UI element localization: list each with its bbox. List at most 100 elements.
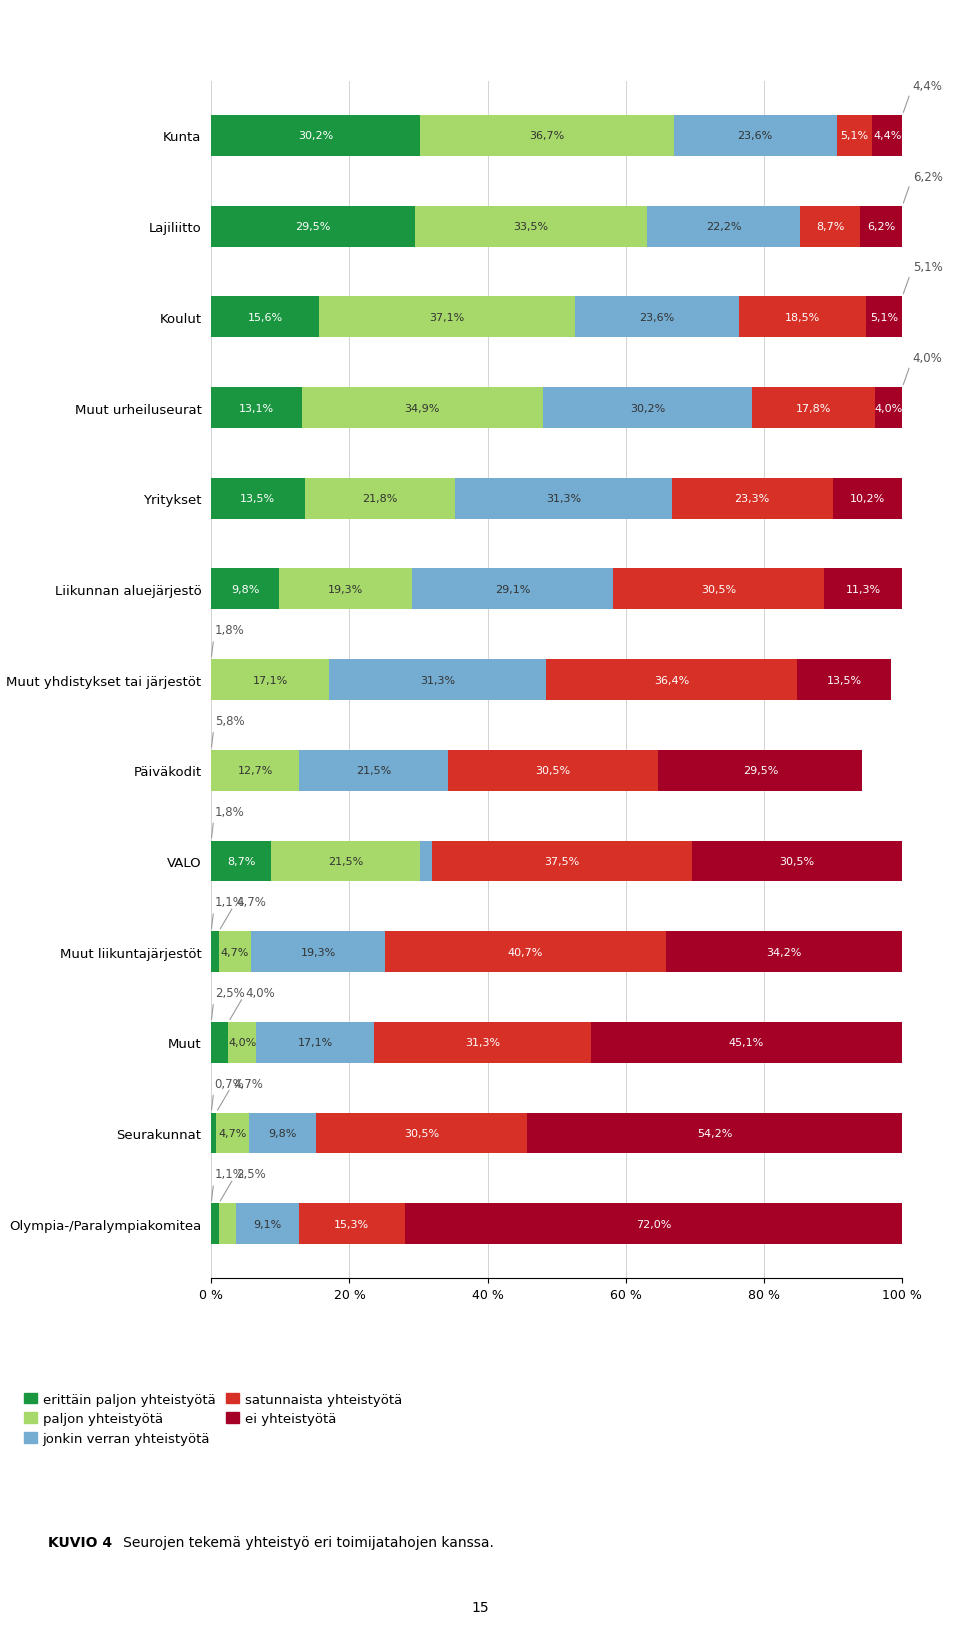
Text: 4,4%: 4,4% xyxy=(873,131,901,141)
Text: 4,7%: 4,7% xyxy=(218,1128,247,1139)
Text: 5,1%: 5,1% xyxy=(870,313,899,323)
Text: 2,5%: 2,5% xyxy=(211,987,245,1019)
Text: 4,0%: 4,0% xyxy=(875,403,902,413)
Bar xyxy=(672,479,832,520)
Text: 2,5%: 2,5% xyxy=(220,1167,266,1201)
Bar xyxy=(211,751,299,792)
Bar xyxy=(860,207,903,247)
Text: 15,3%: 15,3% xyxy=(334,1219,370,1229)
Bar xyxy=(674,116,837,157)
Bar xyxy=(867,297,901,338)
Bar xyxy=(647,207,800,247)
Bar xyxy=(455,479,672,520)
Bar xyxy=(211,931,219,972)
Bar xyxy=(738,297,867,338)
Bar xyxy=(216,1113,249,1154)
Text: 29,5%: 29,5% xyxy=(743,765,778,775)
Bar xyxy=(256,1023,374,1064)
Text: 17,1%: 17,1% xyxy=(252,675,288,685)
Text: 1,1%: 1,1% xyxy=(211,897,245,929)
Text: Seurojen tekemä yhteistyö eri toimijatahojen kanssa.: Seurojen tekemä yhteistyö eri toimijatah… xyxy=(110,1534,494,1549)
Text: 1,1%: 1,1% xyxy=(211,1167,245,1201)
Text: 30,5%: 30,5% xyxy=(404,1128,440,1139)
Text: 5,1%: 5,1% xyxy=(840,131,869,141)
Text: 33,5%: 33,5% xyxy=(514,221,548,233)
Text: 1,8%: 1,8% xyxy=(211,624,245,657)
Text: 8,7%: 8,7% xyxy=(228,857,255,867)
Bar xyxy=(659,751,862,792)
Bar xyxy=(211,841,272,882)
Text: 22,2%: 22,2% xyxy=(706,221,741,233)
Text: 37,1%: 37,1% xyxy=(430,313,465,323)
Text: 4,0%: 4,0% xyxy=(229,987,276,1019)
Text: 34,9%: 34,9% xyxy=(405,403,440,413)
Bar xyxy=(211,1023,228,1064)
Text: 23,3%: 23,3% xyxy=(734,493,770,503)
Bar xyxy=(236,1203,299,1244)
Bar xyxy=(875,388,902,429)
Text: 4,7%: 4,7% xyxy=(218,1077,263,1111)
Bar xyxy=(316,1113,527,1154)
Text: 15: 15 xyxy=(471,1600,489,1614)
Bar xyxy=(304,479,455,520)
Bar xyxy=(211,116,420,157)
Bar xyxy=(319,297,575,338)
Bar xyxy=(211,661,329,700)
Bar xyxy=(385,931,666,972)
Text: 6,2%: 6,2% xyxy=(903,170,943,203)
Bar xyxy=(211,479,304,520)
Text: 1,8%: 1,8% xyxy=(211,805,245,838)
Bar xyxy=(211,1203,219,1244)
Text: 19,3%: 19,3% xyxy=(328,585,363,595)
Bar xyxy=(420,841,432,882)
Text: 17,1%: 17,1% xyxy=(298,1037,333,1047)
Bar xyxy=(211,1113,216,1154)
Legend: erittäin paljon yhteistyötä, paljon yhteistyötä, jonkin verran yhteistyötä, satu: erittäin paljon yhteistyötä, paljon yhte… xyxy=(24,1393,402,1446)
Text: 30,5%: 30,5% xyxy=(536,765,570,775)
Text: 29,5%: 29,5% xyxy=(296,221,331,233)
Bar xyxy=(420,116,674,157)
Text: 29,1%: 29,1% xyxy=(495,585,531,595)
Text: 13,1%: 13,1% xyxy=(239,403,274,413)
Text: 36,4%: 36,4% xyxy=(654,675,689,685)
Text: 15,6%: 15,6% xyxy=(248,313,282,323)
Text: KUVIO 4: KUVIO 4 xyxy=(48,1534,112,1549)
Text: 4,7%: 4,7% xyxy=(221,947,250,957)
Bar xyxy=(279,569,413,610)
Text: 30,5%: 30,5% xyxy=(780,857,814,867)
Text: 23,6%: 23,6% xyxy=(737,131,773,141)
Bar xyxy=(691,841,902,882)
Text: 31,3%: 31,3% xyxy=(546,493,581,503)
Bar xyxy=(272,841,420,882)
Bar xyxy=(447,751,659,792)
Bar xyxy=(219,1203,236,1244)
Bar xyxy=(374,1023,590,1064)
Text: 21,5%: 21,5% xyxy=(355,765,391,775)
Text: 21,8%: 21,8% xyxy=(362,493,397,503)
Bar xyxy=(211,388,301,429)
Text: 0,7%: 0,7% xyxy=(211,1077,245,1110)
Bar xyxy=(415,207,647,247)
Text: 37,5%: 37,5% xyxy=(544,857,580,867)
Bar xyxy=(527,1113,901,1154)
Bar xyxy=(301,388,543,429)
Text: 11,3%: 11,3% xyxy=(846,585,881,595)
Bar xyxy=(825,569,902,610)
Bar xyxy=(228,1023,256,1064)
Text: 13,5%: 13,5% xyxy=(240,493,276,503)
Text: 4,0%: 4,0% xyxy=(903,352,943,385)
Text: 36,7%: 36,7% xyxy=(529,131,564,141)
Text: 30,5%: 30,5% xyxy=(702,585,736,595)
Text: 12,7%: 12,7% xyxy=(237,765,273,775)
Bar xyxy=(837,116,872,157)
Text: 30,2%: 30,2% xyxy=(298,131,333,141)
Text: 8,7%: 8,7% xyxy=(816,221,845,233)
Bar xyxy=(613,569,825,610)
Bar xyxy=(219,931,252,972)
Bar xyxy=(211,297,319,338)
Text: 10,2%: 10,2% xyxy=(851,493,885,503)
Bar xyxy=(800,207,860,247)
Text: 4,0%: 4,0% xyxy=(228,1037,256,1047)
Text: 17,8%: 17,8% xyxy=(796,403,831,413)
Bar xyxy=(299,1203,405,1244)
